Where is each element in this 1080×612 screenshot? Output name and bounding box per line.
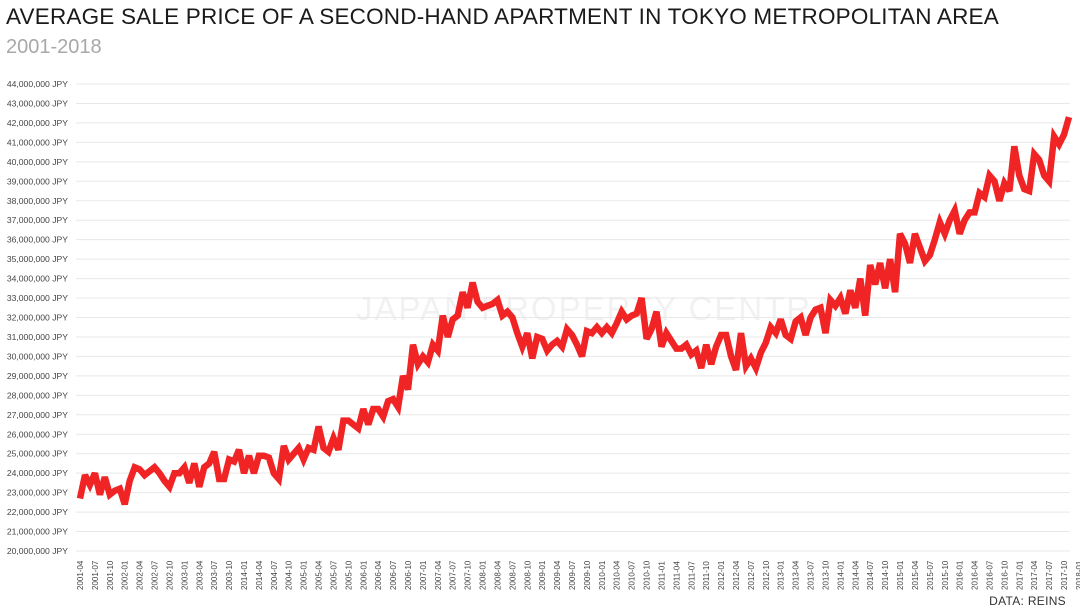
x-tick-label: 2005-07 bbox=[330, 560, 339, 590]
x-tick-label: 2002-04 bbox=[136, 560, 145, 590]
x-tick-label: 2011-04 bbox=[672, 561, 681, 590]
x-tick-label: 2010-04 bbox=[613, 560, 622, 590]
x-tick-label: 2012-07 bbox=[747, 560, 756, 590]
x-tick-label: 2014-01 bbox=[240, 560, 249, 590]
x-tick-label: 2012-10 bbox=[762, 560, 771, 590]
x-tick-label: 2015-10 bbox=[941, 560, 950, 590]
x-tick-label: 2009-04 bbox=[553, 560, 562, 590]
x-tick-label: 2015-01 bbox=[896, 560, 905, 590]
x-tick-label: 2016-04 bbox=[971, 560, 980, 590]
x-tick-label: 2011-07 bbox=[687, 561, 696, 590]
y-tick-label: 33,000,000 JPY bbox=[7, 293, 68, 303]
x-tick-label: 2013-01 bbox=[777, 560, 786, 590]
price-series-line bbox=[76, 116, 1073, 506]
y-tick-label: 34,000,000 JPY bbox=[7, 274, 68, 284]
x-tick-label: 2007-01 bbox=[419, 560, 428, 590]
x-tick-label: 2016-10 bbox=[1000, 560, 1009, 590]
y-tick-label: 37,000,000 JPY bbox=[7, 215, 68, 225]
x-tick-label: 2004-10 bbox=[285, 560, 294, 590]
y-tick-label: 31,000,000 JPY bbox=[7, 332, 68, 342]
x-tick-label: 2008-04 bbox=[494, 560, 503, 590]
x-tick-label: 2003-07 bbox=[210, 560, 219, 590]
x-tick-label: 2005-10 bbox=[344, 560, 353, 590]
x-tick-label: 2010-07 bbox=[628, 560, 637, 590]
y-tick-label: 42,000,000 JPY bbox=[7, 118, 68, 128]
x-tick-label: 2016-01 bbox=[956, 560, 965, 590]
x-tick-label: 2002-01 bbox=[121, 560, 130, 590]
x-tick-label: 2006-04 bbox=[374, 560, 383, 590]
y-tick-label: 26,000,000 JPY bbox=[7, 429, 68, 439]
x-tick-label: 2017-10 bbox=[1060, 560, 1069, 590]
x-tick-label: 2006-10 bbox=[404, 560, 413, 590]
x-tick-label: 2017-01 bbox=[1015, 560, 1024, 590]
source-label: DATA: REINS bbox=[989, 594, 1066, 608]
x-tick-label: 2002-07 bbox=[151, 560, 160, 590]
x-tick-label: 2002-10 bbox=[166, 560, 175, 590]
x-tick-label: 2012-01 bbox=[717, 560, 726, 590]
x-tick-label: 2017-04 bbox=[1030, 560, 1039, 590]
y-tick-label: 24,000,000 JPY bbox=[7, 468, 68, 478]
y-tick-label: 36,000,000 JPY bbox=[7, 235, 68, 245]
x-tick-label: 2006-01 bbox=[359, 560, 368, 590]
x-tick-label: 2014-04 bbox=[255, 560, 264, 590]
y-tick-label: 22,000,000 JPY bbox=[7, 507, 68, 517]
x-tick-label: 2011-10 bbox=[702, 561, 711, 590]
y-tick-label: 25,000,000 JPY bbox=[7, 449, 68, 459]
x-tick-label: 2010-10 bbox=[643, 560, 652, 590]
x-tick-label: 2013-04 bbox=[792, 560, 801, 590]
x-tick-label: 2007-07 bbox=[449, 560, 458, 590]
x-tick-label: 2003-04 bbox=[195, 560, 204, 590]
x-tick-label: 2008-01 bbox=[479, 560, 488, 590]
x-tick-label: 2004-07 bbox=[270, 560, 279, 590]
x-tick-label: 2015-07 bbox=[926, 560, 935, 590]
x-tick-label: 2009-10 bbox=[583, 560, 592, 590]
y-tick-label: 44,000,000 JPY bbox=[7, 79, 68, 89]
x-tick-label: 2001-07 bbox=[91, 560, 100, 590]
y-tick-label: 28,000,000 JPY bbox=[7, 390, 68, 400]
x-tick-label: 2014-01 bbox=[836, 560, 845, 590]
x-tick-label: 2017-07 bbox=[1045, 560, 1054, 590]
x-tick-label: 2008-10 bbox=[523, 560, 532, 590]
y-tick-label: 29,000,000 JPY bbox=[7, 371, 68, 381]
x-tick-label: 2001-04 bbox=[76, 560, 85, 590]
y-tick-label: 43,000,000 JPY bbox=[7, 98, 68, 108]
y-tick-label: 35,000,000 JPY bbox=[7, 254, 68, 264]
y-tick-label: 32,000,000 JPY bbox=[7, 313, 68, 323]
y-tick-label: 39,000,000 JPY bbox=[7, 176, 68, 186]
y-tick-label: 40,000,000 JPY bbox=[7, 157, 68, 167]
x-tick-label: 2003-10 bbox=[225, 560, 234, 590]
x-tick-label: 2011-01 bbox=[658, 561, 667, 590]
x-tick-label: 2014-10 bbox=[881, 560, 890, 590]
x-tick-label: 2014-07 bbox=[866, 560, 875, 590]
x-tick-label: 2015-04 bbox=[911, 560, 920, 590]
x-tick-label: 2007-04 bbox=[434, 560, 443, 590]
x-tick-label: 2009-07 bbox=[568, 560, 577, 590]
x-tick-label: 2010-01 bbox=[598, 560, 607, 590]
x-tick-label: 2013-07 bbox=[807, 560, 816, 590]
x-tick-label: 2014-04 bbox=[851, 560, 860, 590]
chart-subtitle: 2001-2018 bbox=[6, 36, 102, 58]
y-tick-label: 20,000,000 JPY bbox=[7, 546, 68, 556]
x-tick-label: 2006-07 bbox=[389, 560, 398, 590]
x-tick-label: 2013-10 bbox=[822, 560, 831, 590]
x-tick-label: 2009-01 bbox=[538, 560, 547, 590]
y-tick-label: 21,000,000 JPY bbox=[7, 527, 68, 537]
x-tick-label: 2005-01 bbox=[300, 560, 309, 590]
y-tick-label: 41,000,000 JPY bbox=[7, 137, 68, 147]
x-tick-label: 2012-04 bbox=[732, 560, 741, 590]
x-tick-label: 2007-10 bbox=[464, 560, 473, 590]
x-tick-label: 2018-01 bbox=[1075, 560, 1080, 590]
y-tick-label: 23,000,000 JPY bbox=[7, 488, 68, 498]
x-tick-label: 2003-01 bbox=[180, 560, 189, 590]
chart-title: AVERAGE SALE PRICE OF A SECOND-HAND APAR… bbox=[6, 4, 999, 29]
x-tick-label: 2001-10 bbox=[106, 560, 115, 590]
y-tick-label: 38,000,000 JPY bbox=[7, 196, 68, 206]
x-tick-label: 2008-07 bbox=[508, 560, 517, 590]
y-tick-label: 30,000,000 JPY bbox=[7, 351, 68, 361]
x-tick-label: 2016-07 bbox=[986, 560, 995, 590]
x-tick-label: 2005-04 bbox=[315, 560, 324, 590]
y-tick-label: 27,000,000 JPY bbox=[7, 410, 68, 420]
